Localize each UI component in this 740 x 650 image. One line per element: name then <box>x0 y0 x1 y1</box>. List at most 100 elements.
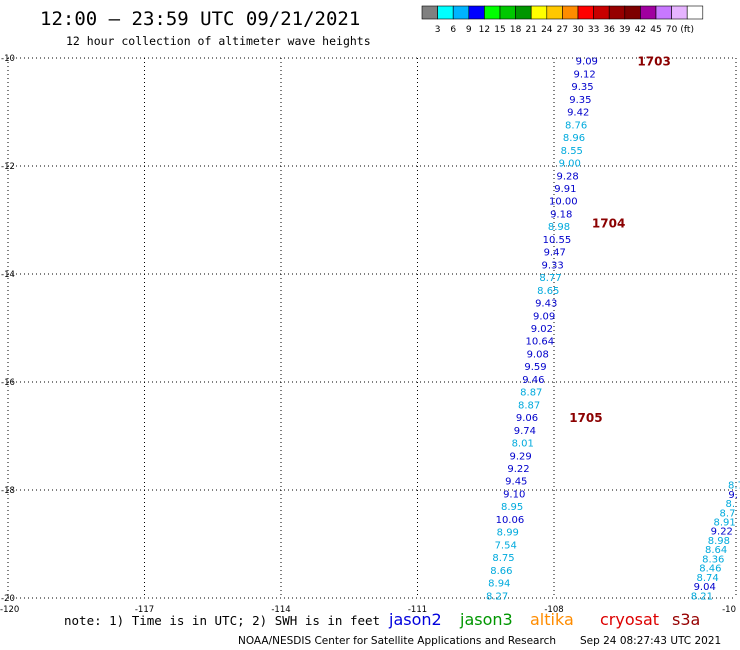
satellite-name: cryosat <box>600 610 659 629</box>
wave-height-label: 9.29 <box>509 451 531 462</box>
pass-number-label: 1705 <box>569 411 602 425</box>
wave-height-label: 9.28 <box>556 171 578 182</box>
colorbar-swatch <box>452 5 470 20</box>
y-tick-label: -14 <box>1 270 15 280</box>
colorbar-label: 30 <box>572 25 584 35</box>
colorbar-label: 45 <box>650 25 661 35</box>
satellite-name: jason2 <box>388 610 442 629</box>
colorbar-swatch <box>530 5 548 20</box>
x-tick-label: -108 <box>544 605 563 615</box>
chart-title: 12:00 – 23:59 UTC 09/21/2021 <box>40 8 360 30</box>
wave-height-label: 9.42 <box>567 108 589 119</box>
wave-height-label: 8.76 <box>565 120 587 131</box>
colorbar-swatch <box>499 5 516 20</box>
satellite-name: s3a <box>672 610 700 629</box>
wave-height-label: 9.09 <box>576 57 598 68</box>
footer-credit: NOAA/NESDIS Center for Satellite Applica… <box>238 635 556 647</box>
wave-height-label: 10.00 <box>549 197 578 208</box>
wave-height-label: 9.35 <box>571 82 593 93</box>
colorbar-swatch <box>484 5 501 20</box>
wave-height-label: 7.54 <box>495 540 517 551</box>
colorbar-label: 9 <box>466 25 472 35</box>
wave-height-label: 9.04 <box>694 582 716 593</box>
wave-height-label: 9.45 <box>505 477 527 488</box>
pass-labels: 17031704170514 <box>569 55 671 425</box>
colorbar-label: 18 <box>510 25 522 35</box>
x-tick-label: -114 <box>271 605 290 615</box>
wave-height-label: 8.65 <box>537 286 559 297</box>
wave-height-label: 9.00 <box>559 159 581 170</box>
wave-height-label: 10.55 <box>543 235 572 246</box>
colorbar-swatch <box>562 5 579 20</box>
colorbar-swatch <box>593 5 610 20</box>
colorbar-label: 24 <box>541 25 553 35</box>
colorbar-label: 15 <box>494 25 505 35</box>
wave-height-label: 8.91 <box>713 518 735 529</box>
wave-height-label: 8.66 <box>490 566 512 577</box>
colorbar-swatch <box>686 5 704 20</box>
wave-height-label: 9.91 <box>554 184 576 195</box>
colorbar-label: 39 <box>619 25 631 35</box>
pass-number-label: 1704 <box>592 217 625 231</box>
wave-height-label: 8.96 <box>563 133 585 144</box>
wave-height-label: 8.46 <box>699 564 721 575</box>
wave-height-label: 8.21 <box>691 591 713 602</box>
y-tick-label: -20 <box>1 594 15 604</box>
wave-height-label: 8.36 <box>702 554 724 565</box>
chart-subtitle: 12 hour collection of altimeter wave hei… <box>66 34 371 48</box>
wave-height-label: 8.87 <box>520 388 542 399</box>
colorbar-swatch <box>624 5 641 20</box>
colorbar-label: 42 <box>635 25 646 35</box>
colorbar-label: 6 <box>450 25 456 35</box>
wave-height-label: 8.27 <box>486 591 508 602</box>
wave-height-label: 8. <box>726 499 736 510</box>
wave-height-label: 8.77 <box>539 273 561 284</box>
satellite-legend: jason2 jason3 altika cryosat s3a <box>388 610 700 629</box>
colorbar-swatch <box>546 5 563 20</box>
colorbar-label: 27 <box>557 25 568 35</box>
wave-height-label: 8.94 <box>488 579 510 590</box>
wave-height-label: 9.47 <box>544 248 566 259</box>
colorbar-swatch <box>640 5 657 20</box>
colorbar-label: 36 <box>603 25 615 35</box>
y-tick-label: -18 <box>1 486 15 496</box>
x-tick-label: -120 <box>0 605 19 615</box>
colorbar-label: 70 <box>666 25 678 35</box>
wave-height-label: 8.98 <box>548 222 570 233</box>
y-tick-label: -16 <box>1 378 15 388</box>
wave-height-label: 8.7 <box>720 508 736 519</box>
satellite-name: jason3 <box>459 610 513 629</box>
wave-height-label: 8.01 <box>512 439 534 450</box>
wave-height-label: 10.64 <box>525 337 554 348</box>
wave-height-label: 8.55 <box>561 146 583 157</box>
colorbar-swatch <box>437 5 454 20</box>
wave-height-label: 9.43 <box>535 299 557 310</box>
x-tick-label: -111 <box>408 605 427 615</box>
wave-height-label: 8.87 <box>518 400 540 411</box>
wave-height-values: 9.099.129.359.359.428.768.968.559.009.28… <box>486 57 740 603</box>
wave-height-label: 8.64 <box>705 545 727 556</box>
wave-height-label: 9.09 <box>533 311 555 322</box>
pass-number-label: 1703 <box>637 55 670 69</box>
wave-height-label: 9.59 <box>524 362 546 373</box>
wave-height-label: 9.18 <box>550 209 572 220</box>
y-tick-label: -12 <box>1 162 15 172</box>
x-tick-label: -117 <box>135 605 154 615</box>
wave-height-label: 9.08 <box>527 350 549 361</box>
colorbar-swatch <box>421 5 438 20</box>
wave-height-label: 10.06 <box>496 515 525 526</box>
wave-height-label: 8.98 <box>708 536 730 547</box>
colorbar-label: 3 <box>435 25 441 35</box>
wave-height-label: 8.7 <box>728 481 740 492</box>
footer-timestamp: Sep 24 08:27:43 UTC 2021 <box>580 635 721 647</box>
y-tick-label: -10 <box>1 54 15 64</box>
satellite-name: altika <box>530 610 574 629</box>
wave-height-label: 9.02 <box>531 324 553 335</box>
x-tick-label: -10 <box>722 605 736 615</box>
colorbar-label: (ft) <box>680 25 694 35</box>
wave-height-label: 9.33 <box>541 260 563 271</box>
colorbar-swatch <box>608 5 626 20</box>
wave-height-label: 8.75 <box>492 553 514 564</box>
color-scale-bar: 3 6 9 12 15 18 21 24 27 30 33 36 39 42 45 70 (ft) <box>421 5 704 35</box>
